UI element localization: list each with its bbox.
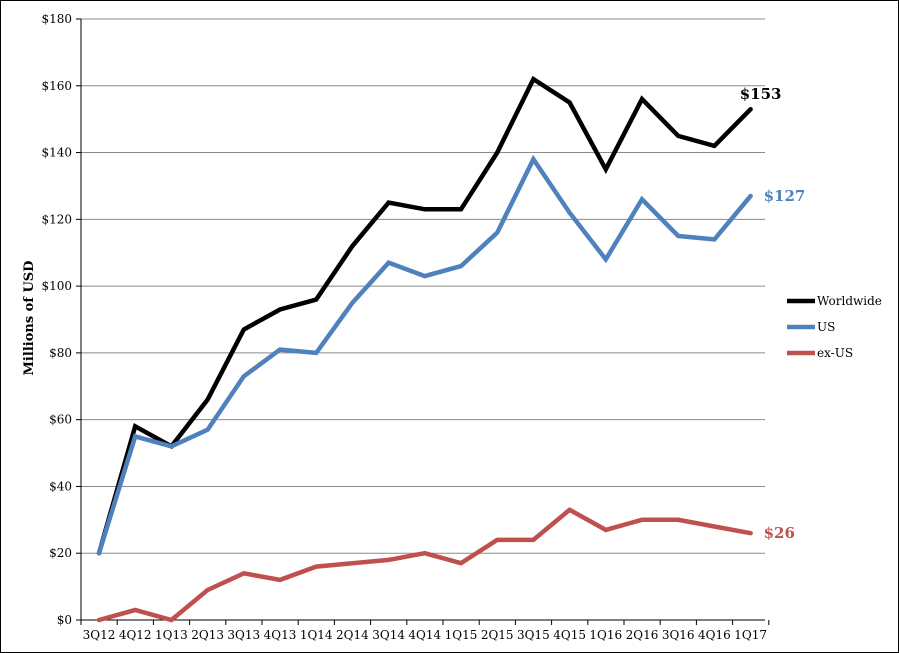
legend-label: Worldwide (817, 294, 882, 308)
x-tick-label: 3Q16 (662, 628, 695, 642)
axes (80, 19, 770, 625)
x-tick-label: 3Q13 (227, 628, 260, 642)
x-tick-label: 4Q14 (408, 628, 441, 642)
legend-label: ex-US (817, 346, 853, 360)
end-label: $153 (740, 85, 782, 103)
x-tick-labels: 3Q12 4Q12 1Q13 2Q13 3Q13 4Q13 1Q14 2Q14 3Q14 4Q14… (83, 628, 767, 642)
x-tick-label: 2Q15 (481, 628, 514, 642)
y-tick-labels: $0 $20 $40 $60 $80 $100 $120 $140 $160 $180 (41, 12, 72, 627)
x-tick-label: 3Q12 (83, 628, 116, 642)
series-lines (96, 75, 753, 623)
end-label: $26 (764, 524, 795, 542)
series-line-ex-us (96, 507, 753, 623)
y-tick-label: $0 (57, 613, 72, 627)
x-tick-label: 1Q14 (300, 628, 333, 642)
x-tick-label: 2Q13 (191, 628, 224, 642)
x-tick-label: 1Q16 (589, 628, 622, 642)
y-tick-label: $100 (41, 279, 72, 293)
series-line-us (96, 154, 753, 556)
x-tick-label: 2Q14 (336, 628, 369, 642)
y-tick-label: $140 (41, 146, 72, 160)
x-tick-label: 2Q16 (626, 628, 659, 642)
y-tick-label: $60 (49, 413, 72, 427)
legend: Worldwide US ex-US (787, 294, 882, 360)
y-tick-label: $160 (41, 79, 72, 93)
x-tick-label: 1Q15 (445, 628, 478, 642)
y-tick-label: $40 (49, 479, 72, 493)
end-label: $127 (764, 187, 806, 205)
legend-label: US (817, 320, 835, 334)
end-labels: $153 $127 $26 (740, 85, 806, 542)
x-tick-label: 1Q17 (734, 628, 767, 642)
y-tick-label: $80 (49, 346, 72, 360)
x-tick-label: 4Q15 (553, 628, 586, 642)
y-axis-label: Millions of USD (22, 261, 37, 376)
x-tick-label: 1Q13 (155, 628, 188, 642)
x-tick-label: 4Q12 (119, 628, 152, 642)
gridlines (76, 18, 765, 621)
y-tick-label: $20 (49, 546, 72, 560)
series-line-worldwide (96, 75, 753, 556)
x-tick-label: 4Q16 (698, 628, 731, 642)
x-tick-label: 3Q15 (517, 628, 550, 642)
y-tick-label: $120 (41, 212, 72, 226)
x-tick-label: 3Q14 (372, 628, 405, 642)
y-tick-label: $180 (41, 12, 72, 26)
x-tick-label: 4Q13 (264, 628, 297, 642)
